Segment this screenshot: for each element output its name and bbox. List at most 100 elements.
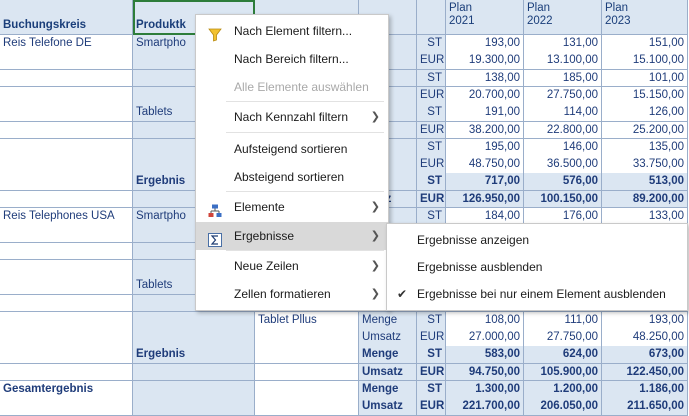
menu-item-ergebnisse[interactable]: Ergebnisse ❯ <box>196 222 388 250</box>
row-value[interactable]: 195,00 <box>446 138 524 157</box>
row-company[interactable] <box>0 69 133 88</box>
row-value[interactable]: 135,00 <box>602 138 688 157</box>
menu-item-zellen-formatieren[interactable]: Zellen formatieren ❯ <box>196 280 388 308</box>
row-value[interactable]: 673,00 <box>602 346 688 365</box>
row-company[interactable] <box>0 138 133 157</box>
row-value[interactable]: 131,00 <box>524 35 602 53</box>
row-company[interactable]: Gesamtergebnis <box>0 381 133 399</box>
row-item[interactable] <box>255 398 359 416</box>
row-value[interactable]: 105.900,00 <box>524 363 602 382</box>
row-value[interactable]: 193,00 <box>602 311 688 330</box>
submenu-item-1[interactable]: Ergebnisse anzeigen <box>387 226 687 254</box>
row-item[interactable] <box>255 346 359 365</box>
row-value[interactable]: 100.150,00 <box>524 190 602 209</box>
row-kennzahl[interactable]: Menge <box>359 381 417 399</box>
row-value[interactable]: 15.150,00 <box>602 86 688 105</box>
row-kennzahl[interactable]: Umsatz <box>359 329 417 347</box>
row-value[interactable]: 25.200,00 <box>602 121 688 140</box>
row-kennzahl[interactable]: Umsatz <box>359 398 417 416</box>
row-company[interactable]: Reis Telefone DE <box>0 35 133 53</box>
row-value[interactable]: 101,00 <box>602 69 688 88</box>
row-value[interactable]: 624,00 <box>524 346 602 365</box>
row-company[interactable] <box>0 121 133 140</box>
row-value[interactable]: 513,00 <box>602 173 688 192</box>
row-value[interactable]: 151,00 <box>602 35 688 53</box>
row-company[interactable] <box>0 173 133 192</box>
submenu-item-2[interactable]: Ergebnisse ausblenden <box>387 253 687 281</box>
row-value[interactable]: 48.750,00 <box>446 156 524 174</box>
row-company[interactable] <box>0 294 133 313</box>
row-item[interactable] <box>255 381 359 399</box>
row-value[interactable]: 33.750,00 <box>602 156 688 174</box>
row-group[interactable] <box>133 398 255 416</box>
row-value[interactable]: 1.186,00 <box>602 381 688 399</box>
menu-item-neue-zeilen[interactable]: Neue Zeilen ❯ <box>196 252 388 280</box>
row-value[interactable]: 206.050,00 <box>524 398 602 416</box>
row-value[interactable]: 221.700,00 <box>446 398 524 416</box>
row-item[interactable] <box>255 363 359 382</box>
row-value[interactable]: 122.450,00 <box>602 363 688 382</box>
row-value[interactable]: 94.750,00 <box>446 363 524 382</box>
row-value[interactable]: 717,00 <box>446 173 524 192</box>
row-company[interactable] <box>0 277 133 295</box>
row-value[interactable]: 27.750,00 <box>524 86 602 105</box>
row-company[interactable] <box>0 346 133 365</box>
row-value[interactable]: 191,00 <box>446 104 524 122</box>
row-value[interactable]: 36.500,00 <box>524 156 602 174</box>
row-group[interactable]: Ergebnis <box>133 346 255 365</box>
row-value[interactable]: 138,00 <box>446 69 524 88</box>
menu-item-aufsteigend-sortieren[interactable]: Aufsteigend sortieren <box>196 135 388 163</box>
row-value[interactable]: 111,00 <box>524 311 602 330</box>
row-value[interactable]: 38.200,00 <box>446 121 524 140</box>
row-value[interactable]: 211.650,00 <box>602 398 688 416</box>
header-plan-2023[interactable]: Plan 2023 <box>602 0 688 35</box>
row-group[interactable] <box>133 381 255 399</box>
row-item[interactable]: Tablet Pllus <box>255 311 359 330</box>
row-group[interactable] <box>133 329 255 347</box>
row-company[interactable] <box>0 259 133 278</box>
row-company[interactable] <box>0 104 133 122</box>
row-value[interactable]: 1.300,00 <box>446 381 524 399</box>
row-company[interactable] <box>0 329 133 347</box>
row-value[interactable]: 19.300,00 <box>446 52 524 71</box>
row-company[interactable] <box>0 311 133 330</box>
row-company[interactable] <box>0 225 133 244</box>
row-value[interactable]: 108,00 <box>446 311 524 330</box>
row-value[interactable]: 13.100,00 <box>524 52 602 71</box>
row-value[interactable]: 126.950,00 <box>446 190 524 209</box>
row-company[interactable] <box>0 190 133 209</box>
row-company[interactable] <box>0 52 133 71</box>
header-buchungskreis[interactable]: Buchungskreis <box>0 0 133 35</box>
row-value[interactable]: 27.750,00 <box>524 329 602 347</box>
row-value[interactable]: 193,00 <box>446 35 524 53</box>
row-item[interactable] <box>255 329 359 347</box>
row-kennzahl[interactable]: Menge <box>359 311 417 330</box>
row-value[interactable]: 89.200,00 <box>602 190 688 209</box>
row-value[interactable]: 15.100,00 <box>602 52 688 71</box>
row-kennzahl[interactable]: Umsatz <box>359 363 417 382</box>
row-value[interactable]: 583,00 <box>446 346 524 365</box>
menu-item-nach-bereich-filtern[interactable]: Nach Bereich filtern... <box>196 45 388 73</box>
row-value[interactable]: 146,00 <box>524 138 602 157</box>
row-company[interactable]: Reis Telephones USA <box>0 208 133 226</box>
row-company[interactable] <box>0 156 133 174</box>
row-group[interactable] <box>133 311 255 330</box>
submenu-item-3[interactable]: ✔ Ergebnisse bei nur einem Element ausble… <box>387 280 687 308</box>
header-plan-2021[interactable]: Plan 2021 <box>446 0 524 35</box>
row-company[interactable] <box>0 398 133 416</box>
row-value[interactable]: 126,00 <box>602 104 688 122</box>
row-company[interactable] <box>0 242 133 261</box>
header-plan-2022[interactable]: Plan 2022 <box>524 0 602 35</box>
row-company[interactable] <box>0 363 133 382</box>
menu-item-nach-kennzahl-filtern[interactable]: Nach Kennzahl filtern ❯ <box>196 103 388 131</box>
row-value[interactable]: 576,00 <box>524 173 602 192</box>
row-value[interactable]: 27.000,00 <box>446 329 524 347</box>
row-value[interactable]: 114,00 <box>524 104 602 122</box>
row-value[interactable]: 185,00 <box>524 69 602 88</box>
menu-item-absteigend-sortieren[interactable]: Absteigend sortieren <box>196 163 388 191</box>
row-kennzahl[interactable]: Menge <box>359 346 417 365</box>
row-group[interactable] <box>133 363 255 382</box>
menu-item-nach-element-filtern[interactable]: Nach Element filtern... <box>196 17 388 45</box>
row-value[interactable]: 1.200,00 <box>524 381 602 399</box>
menu-item-elemente[interactable]: Elemente ❯ <box>196 193 388 221</box>
